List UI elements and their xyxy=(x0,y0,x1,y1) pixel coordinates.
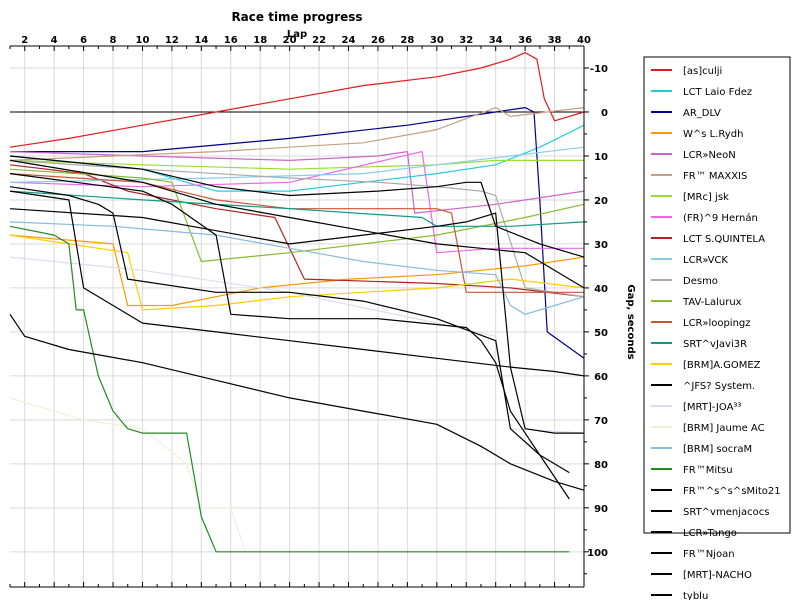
x-tick-label: 40 xyxy=(577,35,591,46)
x-tick-label: 22 xyxy=(312,35,326,46)
y-tick-label: 70 xyxy=(594,416,608,427)
series-line-23 xyxy=(9,186,570,500)
legend-entry-label: ^JFS? System. xyxy=(683,381,755,392)
y-tick-label: 60 xyxy=(594,372,608,383)
y-tick-label: 50 xyxy=(594,328,608,339)
legend: [as]culji LCT Laio Fdez AR_DLV W^s L.Rydh LC… xyxy=(651,66,781,600)
legend-entry-label: [BRM] socraM xyxy=(683,444,752,455)
legend-entry-label: LCT Laio Fdez xyxy=(683,87,752,98)
series-line-3 xyxy=(10,106,585,359)
y-tick-label: -10 xyxy=(590,64,608,75)
x-tick-label: 28 xyxy=(400,35,414,46)
series-line-1 xyxy=(9,51,585,148)
x-tick-label: 38 xyxy=(548,35,562,46)
legend-entry-label: [BRM]A.GOMEZ xyxy=(683,360,761,371)
series-line-24 xyxy=(9,190,585,377)
x-tick-label: 12 xyxy=(165,35,179,46)
legend-entry-label: [MRc] jsk xyxy=(683,192,729,203)
x-tick-label: 18 xyxy=(253,35,267,46)
series-line-12 xyxy=(9,168,585,263)
series-line-25 xyxy=(9,313,585,491)
x-tick-label: 26 xyxy=(371,35,385,46)
x-tick-label: 2 xyxy=(21,35,28,46)
legend-entry-label: LCR»VCK xyxy=(683,255,728,266)
legend-entry-label: LCR»NeoN xyxy=(683,150,736,161)
x-tick-label: 10 xyxy=(136,35,150,46)
x-tick-label: 32 xyxy=(459,35,473,46)
series-line-5 xyxy=(9,151,585,214)
legend-box xyxy=(643,56,791,534)
legend-entry-label: SRT^vJavi3R xyxy=(683,339,747,350)
legend-entry-label: FR™Mitsu xyxy=(683,465,733,476)
y-tick-label: 0 xyxy=(601,108,608,119)
y-tick-label: 20 xyxy=(594,196,608,207)
y-tick-label: 40 xyxy=(594,284,608,295)
x-tick-label: 4 xyxy=(51,35,58,46)
y-tick-label: 90 xyxy=(594,504,608,515)
legend-entry-label: [MRT]-NACHO xyxy=(683,570,752,581)
x-tick-label: 20 xyxy=(283,35,297,46)
legend-entry-label: [as]culji xyxy=(683,66,722,77)
legend-entry-label: Desmo xyxy=(683,276,718,287)
x-tick-label: 36 xyxy=(518,35,532,46)
y-tick-label: 10 xyxy=(594,152,608,163)
series-line-26 xyxy=(9,208,584,434)
legend-entry-label: [BRM] Jaume AC xyxy=(683,423,765,434)
x-tick-label: 24 xyxy=(342,35,356,46)
x-tick-label: 30 xyxy=(430,35,444,46)
legend-entry-label: FR™^s^s^sMito21 xyxy=(683,486,781,497)
series-line-20 xyxy=(9,225,570,553)
series-line-7 xyxy=(9,159,584,170)
legend-entry-label: FR™ MAXXIS xyxy=(683,171,747,182)
series-line-13 xyxy=(9,173,584,293)
y-axis-label: Gap, seconds xyxy=(625,284,636,359)
x-axis-label: Lap xyxy=(287,29,307,40)
legend-entry-label: FR™Njoan xyxy=(683,549,735,560)
series-line-8 xyxy=(9,151,584,254)
series-line-2 xyxy=(9,124,585,192)
legend-entry-label: [MRT]-JOA³³ xyxy=(683,402,741,413)
x-tick-label: 8 xyxy=(110,35,117,46)
x-tick-label: 16 xyxy=(224,35,238,46)
series-line-19 xyxy=(9,221,585,315)
legend-entry-label: AR_DLV xyxy=(683,108,721,119)
legend-entry-label: SRT^vmenjacocs xyxy=(683,507,769,518)
legend-entry-label: tyblu xyxy=(683,591,708,600)
x-tick-label: 14 xyxy=(194,35,208,46)
y-tick-label: 30 xyxy=(594,240,608,251)
y-tick-label: 80 xyxy=(594,460,608,471)
series-line-14 xyxy=(9,190,585,227)
chart-title: Race time progress xyxy=(231,10,362,24)
y-axis-ticks: -10 0 10 20 30 40 50 60 70 80 90 100 xyxy=(584,64,608,575)
legend-entry-label: TAV-Lalurux xyxy=(682,297,742,308)
x-tick-label: 34 xyxy=(489,35,503,46)
y-tick-label: 100 xyxy=(587,548,608,559)
legend-entry-label: W^s L.Rydh xyxy=(683,129,743,140)
legend-entry-label: LCR»Tango xyxy=(683,528,737,539)
series-line-6 xyxy=(9,106,585,161)
series-line-22 xyxy=(9,173,570,474)
series-group xyxy=(9,51,585,553)
x-axis-ticks: 2 4 6 8 10 12 14 16 18 20 22 24 26 28 30 32 34 36 38 40 xyxy=(9,35,591,587)
plot-frame xyxy=(10,45,585,588)
series-line-16 xyxy=(9,155,585,258)
series-line-21 xyxy=(9,159,585,289)
legend-entry-label: LCT S.QUINTELA xyxy=(683,234,765,245)
legend-entry-label: LCR»loopingz xyxy=(683,318,751,329)
legend-entry-label: (FR)^9 Hernán xyxy=(683,212,758,224)
x-tick-label: 6 xyxy=(80,35,87,46)
series-line-18 xyxy=(9,397,247,552)
